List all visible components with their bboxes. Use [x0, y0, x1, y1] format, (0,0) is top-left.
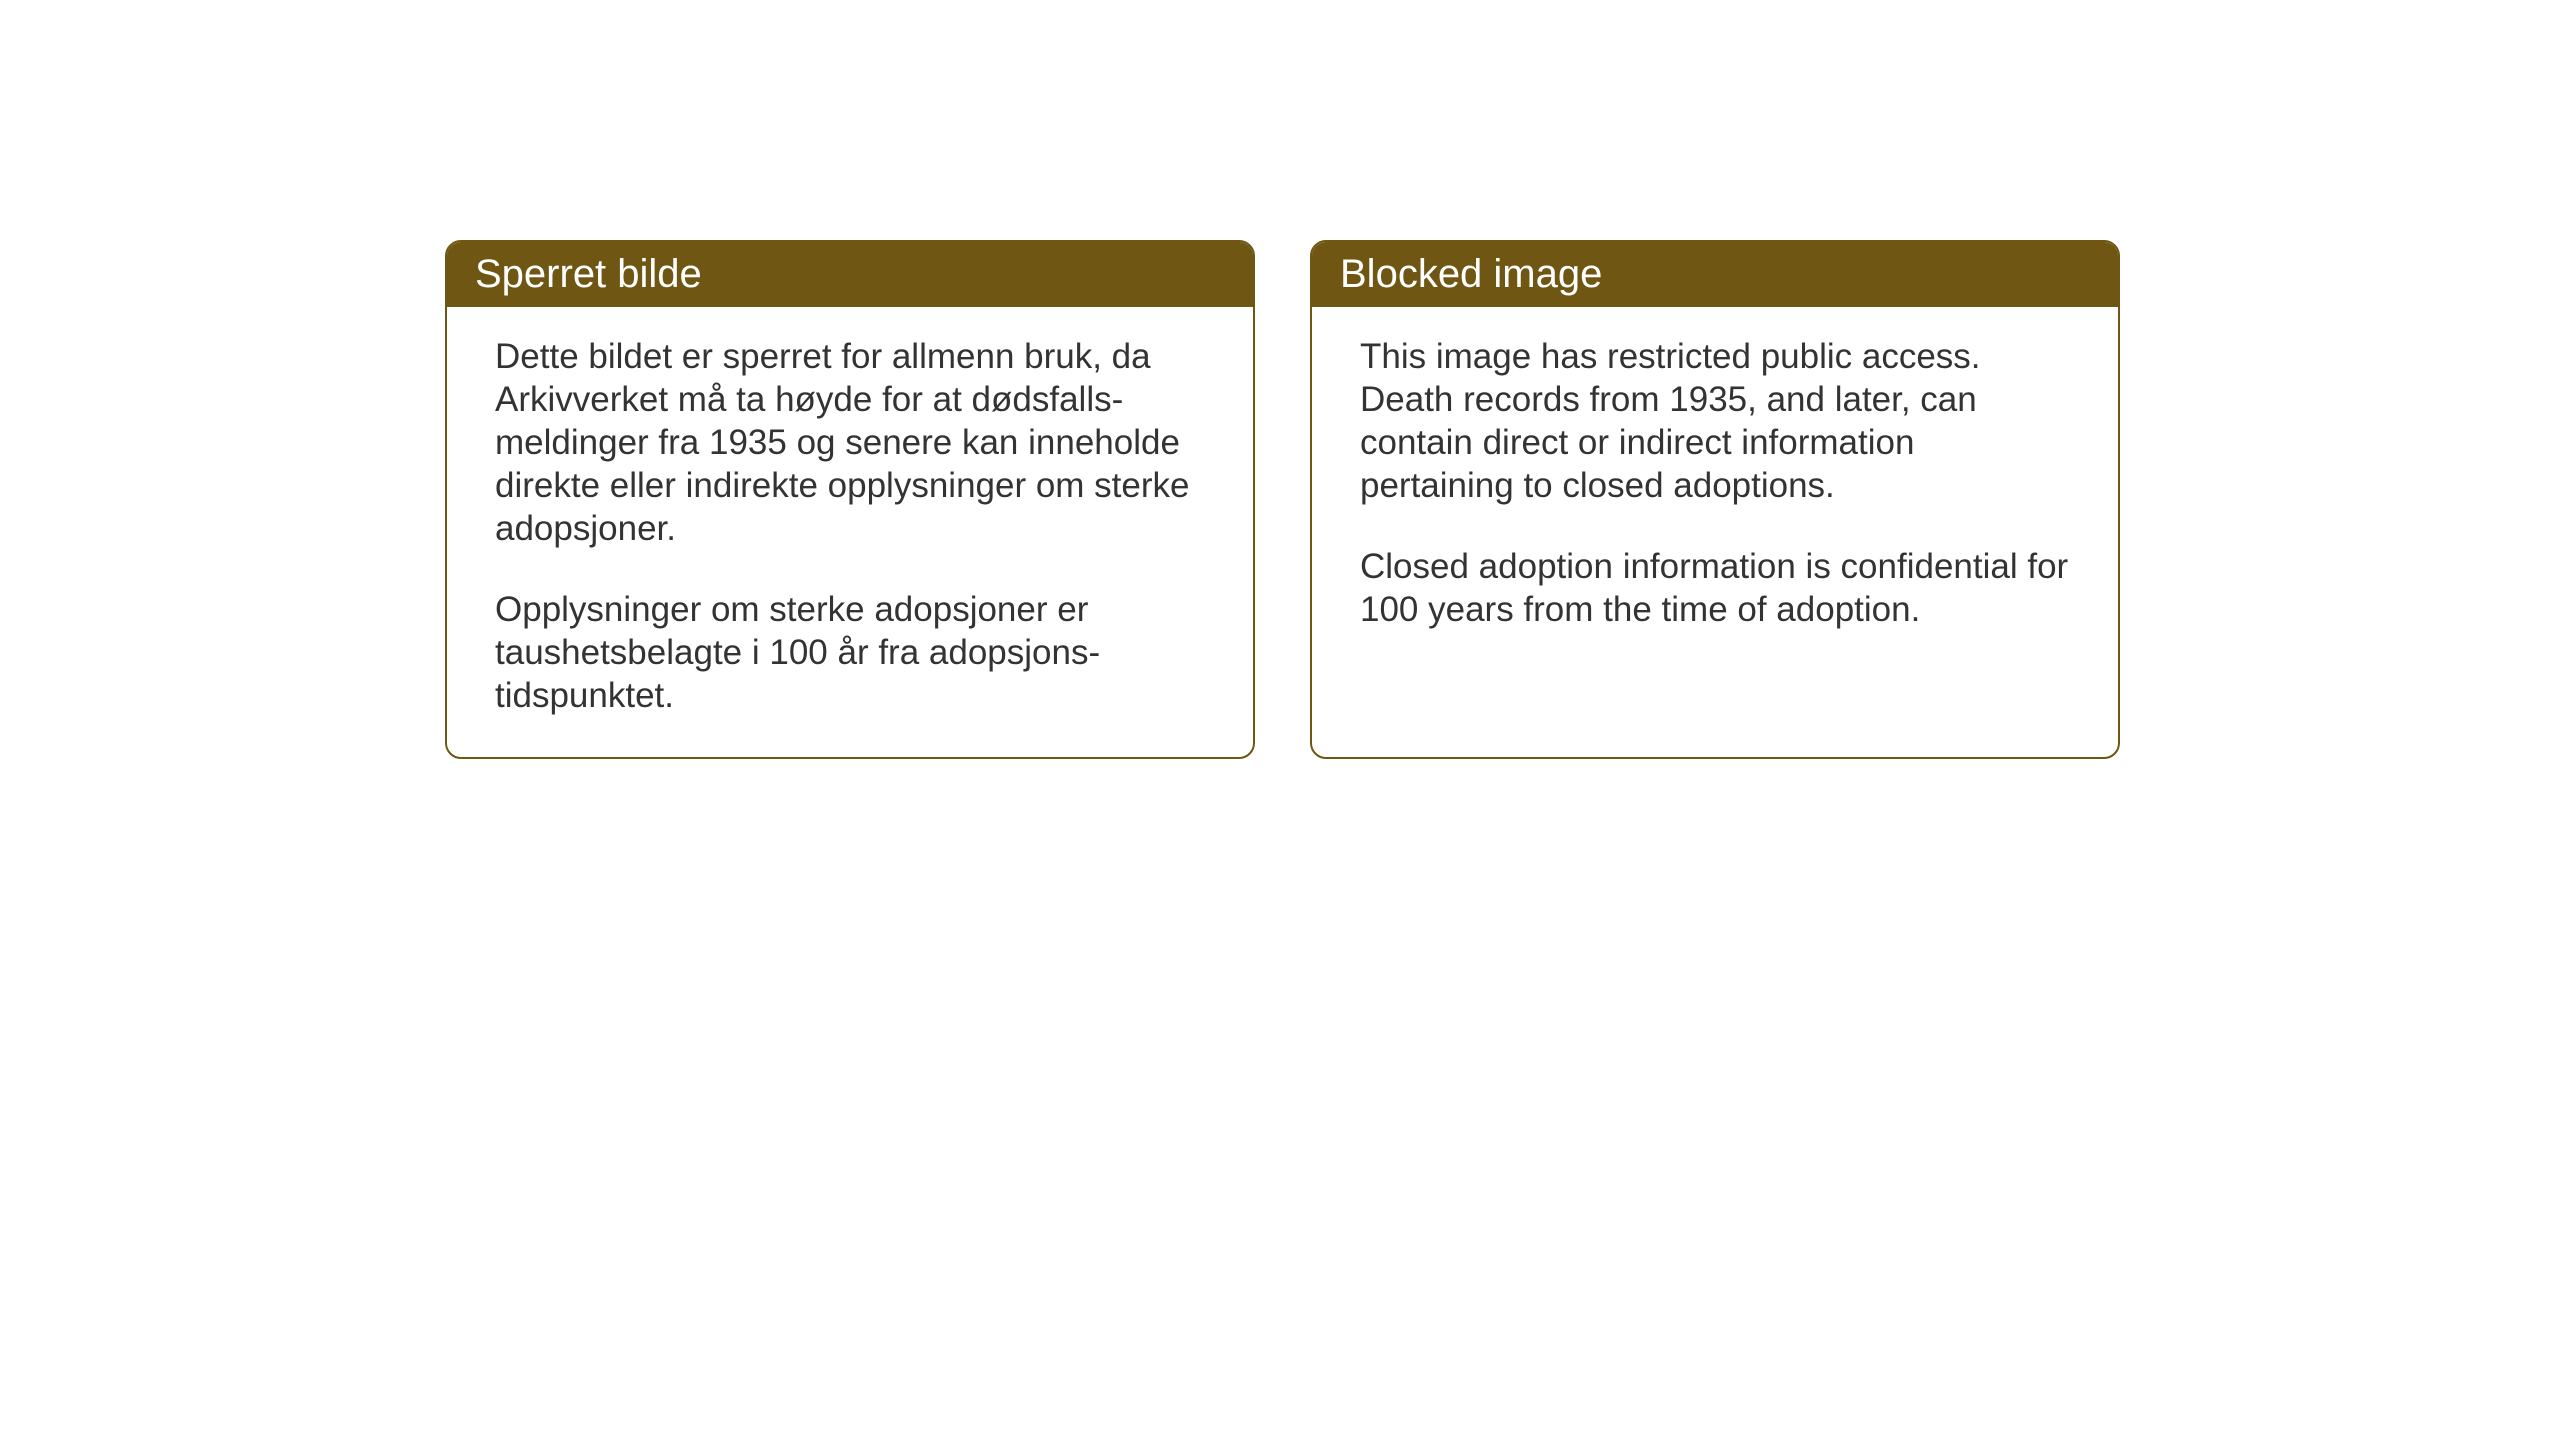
notice-card-english: Blocked image This image has restricted …: [1310, 240, 2120, 759]
card-header-norwegian: Sperret bilde: [447, 242, 1253, 307]
card-paragraph-2-english: Closed adoption information is confident…: [1360, 545, 2070, 631]
card-body-english: This image has restricted public access.…: [1312, 307, 2118, 671]
card-header-english: Blocked image: [1312, 242, 2118, 307]
card-body-norwegian: Dette bildet er sperret for allmenn bruk…: [447, 307, 1253, 757]
card-paragraph-1-english: This image has restricted public access.…: [1360, 335, 2070, 507]
notice-cards-container: Sperret bilde Dette bildet er sperret fo…: [445, 240, 2120, 759]
card-title-norwegian: Sperret bilde: [475, 252, 702, 296]
card-paragraph-1-norwegian: Dette bildet er sperret for allmenn bruk…: [495, 335, 1205, 550]
card-title-english: Blocked image: [1340, 252, 1602, 296]
notice-card-norwegian: Sperret bilde Dette bildet er sperret fo…: [445, 240, 1255, 759]
card-paragraph-2-norwegian: Opplysninger om sterke adopsjoner er tau…: [495, 588, 1205, 717]
